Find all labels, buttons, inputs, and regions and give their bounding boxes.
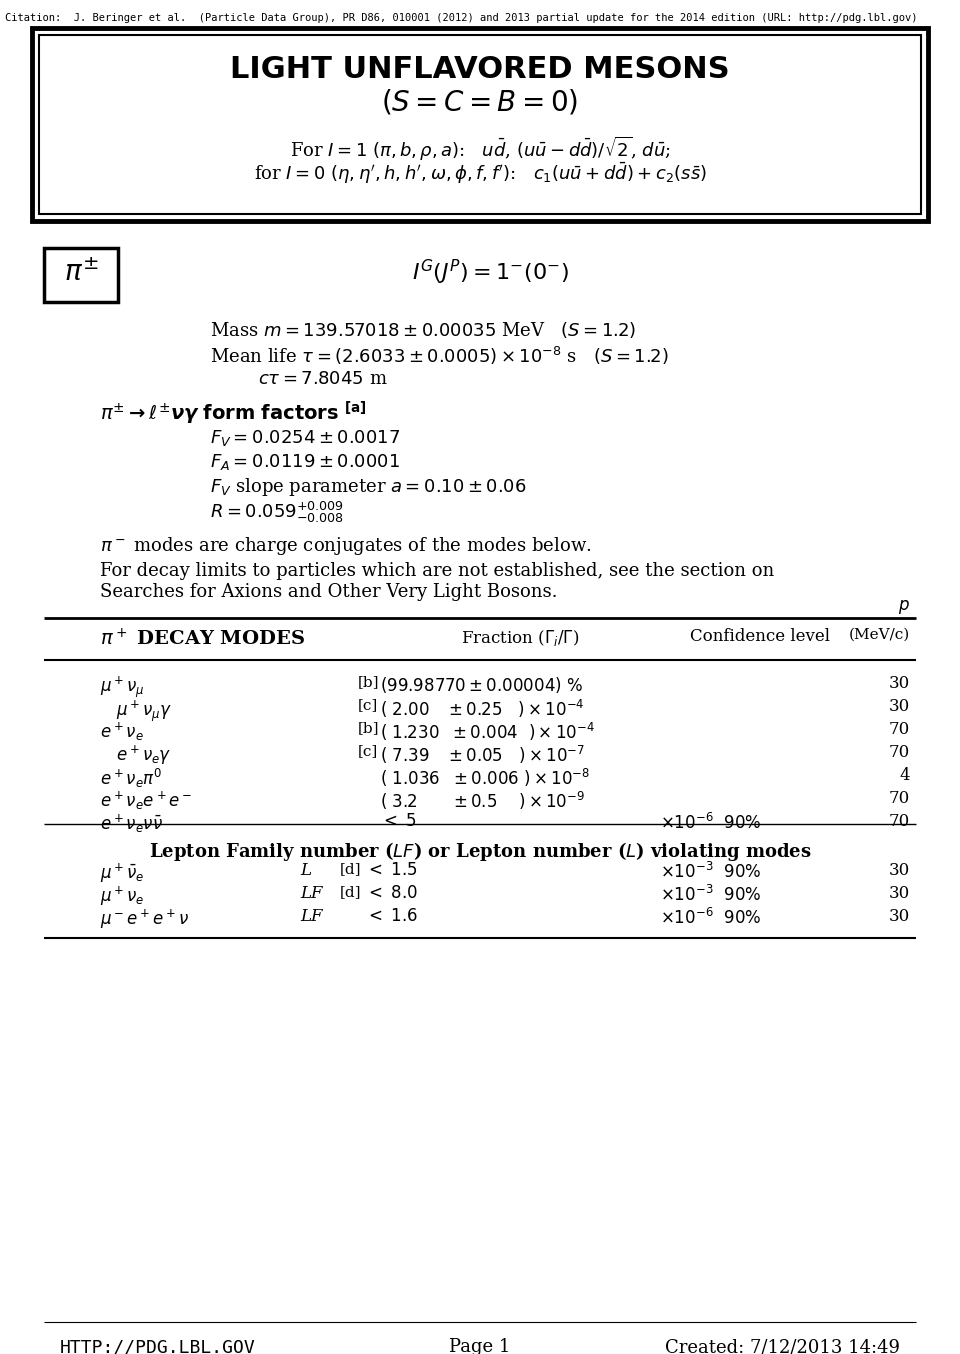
Text: $F_V = 0.0254 \pm 0.0017$: $F_V = 0.0254 \pm 0.0017$ <box>210 428 400 448</box>
Text: $\mu^+\bar{\nu}_e$: $\mu^+\bar{\nu}_e$ <box>100 862 145 886</box>
Text: 30: 30 <box>889 676 910 692</box>
Text: LF: LF <box>300 909 323 925</box>
Text: For decay limits to particles which are not established, see the section on: For decay limits to particles which are … <box>100 562 775 580</box>
Text: $\pi^{\pm}$: $\pi^{\pm}$ <box>63 259 98 287</box>
Bar <box>39 35 921 214</box>
Text: $\quad e^+\nu_e\gamma$: $\quad e^+\nu_e\gamma$ <box>100 743 172 768</box>
Text: $R = 0.059^{+0.009}_{-0.008}$: $R = 0.059^{+0.009}_{-0.008}$ <box>210 500 344 525</box>
Text: Fraction ($\Gamma_i/\Gamma$): Fraction ($\Gamma_i/\Gamma$) <box>461 628 579 649</box>
Text: $< \ 8.0$: $< \ 8.0$ <box>365 886 419 902</box>
Bar <box>44 248 118 302</box>
Text: [c]: [c] <box>358 743 378 758</box>
Text: 4: 4 <box>900 766 910 784</box>
Text: for $I = 0$ $(\eta, \eta', h, h', \omega, \phi, f, f')$:   $c_1(u\bar{u} + d\bar: for $I = 0$ $(\eta, \eta', h, h', \omega… <box>253 160 707 185</box>
Text: $( \ 1.230 \ \ \pm 0.004 \ \ ) \times 10^{-4}$: $( \ 1.230 \ \ \pm 0.004 \ \ ) \times 10… <box>380 720 595 743</box>
Text: $< \ 1.6$: $< \ 1.6$ <box>365 909 419 925</box>
Text: For $I = 1$ $(\pi, b, \rho, a)$:   $u\bar{d}$, $(u\bar{u}-d\bar{d})/\sqrt{2}$, $: For $I = 1$ $(\pi, b, \rho, a)$: $u\bar{… <box>290 135 670 162</box>
Text: 30: 30 <box>889 699 910 715</box>
Text: $< \ 5$: $< \ 5$ <box>380 812 417 830</box>
Text: $e^+\nu_e\nu\bar{\nu}$: $e^+\nu_e\nu\bar{\nu}$ <box>100 812 163 835</box>
Bar <box>32 28 928 221</box>
Text: [d]: [d] <box>340 862 362 876</box>
Text: $\times 10^{-3}\ \ 90\%$: $\times 10^{-3}\ \ 90\%$ <box>660 862 761 881</box>
Text: [d]: [d] <box>340 886 362 899</box>
Text: $( \ 2.00 \quad \pm 0.25 \quad ) \times 10^{-4}$: $( \ 2.00 \quad \pm 0.25 \quad ) \times … <box>380 699 585 720</box>
Text: $F_V$ slope parameter $a = 0.10 \pm 0.06$: $F_V$ slope parameter $a = 0.10 \pm 0.06… <box>210 477 527 498</box>
Text: 70: 70 <box>889 720 910 738</box>
Text: $e^+\nu_e\pi^0$: $e^+\nu_e\pi^0$ <box>100 766 162 791</box>
Text: LF: LF <box>300 886 323 902</box>
Text: Created: 7/12/2013 14:49: Created: 7/12/2013 14:49 <box>665 1338 900 1354</box>
Text: (MeV/c): (MeV/c) <box>849 628 910 642</box>
Text: 30: 30 <box>889 886 910 902</box>
Text: 70: 70 <box>889 743 910 761</box>
Text: $( \ 1.036 \ \ \pm 0.006 \ ) \times 10^{-8}$: $( \ 1.036 \ \ \pm 0.006 \ ) \times 10^{… <box>380 766 590 789</box>
Text: 70: 70 <box>889 789 910 807</box>
Text: $p$: $p$ <box>899 598 910 616</box>
Text: HTTP://PDG.LBL.GOV: HTTP://PDG.LBL.GOV <box>60 1338 255 1354</box>
Text: $< \ 1.5$: $< \ 1.5$ <box>365 862 418 879</box>
Text: $\times 10^{-3}\ \ 90\%$: $\times 10^{-3}\ \ 90\%$ <box>660 886 761 904</box>
Text: $\quad \mu^+\nu_\mu\gamma$: $\quad \mu^+\nu_\mu\gamma$ <box>100 699 172 723</box>
Text: [b]: [b] <box>358 720 379 735</box>
Text: Mass $m = 139.57018 \pm 0.00035$ MeV   $(S = 1.2)$: Mass $m = 139.57018 \pm 0.00035$ MeV $(S… <box>210 320 636 340</box>
Text: [c]: [c] <box>358 699 378 712</box>
Text: $\mu^+\nu_\mu$: $\mu^+\nu_\mu$ <box>100 676 145 700</box>
Text: [b]: [b] <box>358 676 379 689</box>
Text: $e^+\nu_e$: $e^+\nu_e$ <box>100 720 144 743</box>
Text: $\times 10^{-6}\ \ 90\%$: $\times 10^{-6}\ \ 90\%$ <box>660 812 761 833</box>
Text: Page 1: Page 1 <box>449 1338 511 1354</box>
Text: Lepton Family number ($LF$) or Lepton number ($L$) violating modes: Lepton Family number ($LF$) or Lepton nu… <box>149 839 811 862</box>
Text: $( \ 3.2 \qquad \pm 0.5 \quad \ ) \times 10^{-9}$: $( \ 3.2 \qquad \pm 0.5 \quad \ ) \times… <box>380 789 585 812</box>
Text: Confidence level: Confidence level <box>690 628 830 645</box>
Text: LIGHT UNFLAVORED MESONS: LIGHT UNFLAVORED MESONS <box>230 56 730 84</box>
Text: $\pi^-$ modes are charge conjugates of the modes below.: $\pi^-$ modes are charge conjugates of t… <box>100 535 591 556</box>
Text: $(S = C = B = 0)$: $(S = C = B = 0)$ <box>381 88 579 116</box>
Text: $c\tau = 7.8045$ m: $c\tau = 7.8045$ m <box>258 370 388 389</box>
Text: $\mu^+\nu_e$: $\mu^+\nu_e$ <box>100 886 144 909</box>
Text: $\mu^-e^+e^+\nu$: $\mu^-e^+e^+\nu$ <box>100 909 189 932</box>
Text: $I^G(J^P) = 1^{-}(0^{-})$: $I^G(J^P) = 1^{-}(0^{-})$ <box>412 257 568 287</box>
Text: 30: 30 <box>889 909 910 925</box>
Text: L: L <box>300 862 311 879</box>
Text: $\pi^+$ DECAY MODES: $\pi^+$ DECAY MODES <box>100 628 305 650</box>
Text: Citation:  J. Beringer et al.  (Particle Data Group), PR D86, 010001 (2012) and : Citation: J. Beringer et al. (Particle D… <box>5 14 918 23</box>
Text: $e^+\nu_e e^+e^-$: $e^+\nu_e e^+e^-$ <box>100 789 192 812</box>
Text: 30: 30 <box>889 862 910 879</box>
Text: $(99.98770 \pm 0.00004)\ \%$: $(99.98770 \pm 0.00004)\ \%$ <box>380 676 584 695</box>
Text: $\times 10^{-6}\ \ 90\%$: $\times 10^{-6}\ \ 90\%$ <box>660 909 761 927</box>
Text: Mean life $\tau = (2.6033 \pm 0.0005) \times 10^{-8}$ s   $(S = 1.2)$: Mean life $\tau = (2.6033 \pm 0.0005) \t… <box>210 345 669 367</box>
Text: $\boldsymbol{\pi^{\pm} \to \ell^{\pm}\nu\gamma}$ $\mathbf{form\ factors}$ $\math: $\boldsymbol{\pi^{\pm} \to \ell^{\pm}\nu… <box>100 399 367 428</box>
Text: $F_A = 0.0119 \pm 0.0001$: $F_A = 0.0119 \pm 0.0001$ <box>210 452 400 473</box>
Text: Searches for Axions and Other Very Light Bosons.: Searches for Axions and Other Very Light… <box>100 584 558 601</box>
Text: 70: 70 <box>889 812 910 830</box>
Text: $( \ 7.39 \quad \pm 0.05 \quad ) \times 10^{-7}$: $( \ 7.39 \quad \pm 0.05 \quad ) \times … <box>380 743 586 766</box>
